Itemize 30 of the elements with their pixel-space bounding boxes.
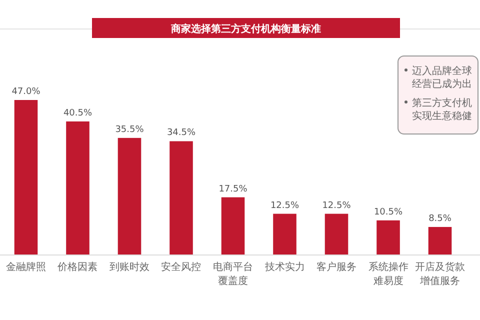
text: 迈入品牌全球经营已成为出 [412,65,472,90]
data-label: 35.5% [115,124,144,135]
x-tick-label: 系统操作难易度 [368,261,408,287]
bar [170,141,193,255]
bar [118,138,142,255]
bar [428,226,452,255]
x-tick-label: 金融牌照 [6,261,46,273]
bar [324,214,348,255]
data-label: 8.5% [428,214,452,224]
bar [66,121,90,255]
chart-title: 商家选择第三方支付机构衡量标准 [170,23,321,35]
x-tick-label: 到账时效 [109,261,150,273]
x-tick-label: 电商平台覆盖度 [213,261,253,287]
data-label: 12.5% [270,200,300,211]
data-label: 40.5% [63,108,92,118]
data-label: 12.5% [322,200,352,211]
data-label: 34.5% [166,128,196,138]
x-tick-label: 开店及货款增值服务 [415,261,466,287]
data-label: 47.0% [12,87,41,97]
bar [14,100,38,255]
annotation: 第三方支付机实现生意稳健 [412,97,472,122]
x-tick-label: 客户服务 [316,261,357,273]
data-label: 10.5% [374,207,403,218]
bar [273,214,296,255]
x-tick-label: 安全风控 [161,261,202,273]
data-label: 17.5% [218,184,248,194]
bar [376,220,400,255]
bar [221,197,245,255]
x-tick-label: 价格因素 [56,261,98,273]
x-tick-label: 技术实力 [264,261,305,273]
